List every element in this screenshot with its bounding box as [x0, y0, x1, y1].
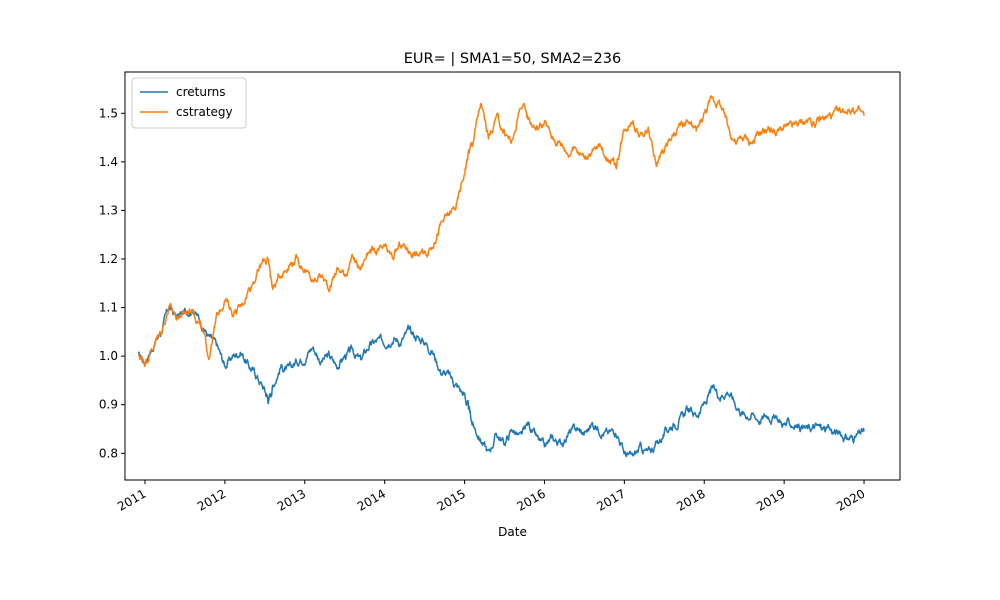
series-line-cstrategy: [137, 95, 865, 368]
y-tick-label: 1.0: [99, 349, 118, 363]
x-axis: 2011 2012 2013 2014 2015 2016 2017 2018 2019 2020: [115, 480, 868, 514]
legend-label-cstrategy: cstrategy: [176, 105, 233, 119]
plot-area-frame: [124, 71, 901, 481]
y-axis: 0.8 0.9 1.0 1.1 1.2 1.3 1.4 1.5: [99, 106, 125, 460]
chart-title: EUR= | SMA1=50, SMA2=236: [404, 51, 621, 67]
legend-box: [131, 77, 247, 129]
series-line-creturns: [137, 305, 865, 458]
y-tick-label: 1.2: [99, 252, 118, 266]
y-tick-label: 1.5: [99, 106, 118, 120]
x-axis-label: Date: [498, 525, 527, 539]
y-tick-label: 1.3: [99, 203, 118, 217]
y-tick-label: 1.1: [99, 301, 118, 315]
series-layer: [137, 95, 865, 458]
y-tick-label: 0.9: [99, 398, 118, 412]
legend-label-creturns: creturns: [176, 85, 226, 99]
legend: creturns cstrategy: [131, 77, 247, 129]
y-tick-label: 1.4: [99, 155, 118, 169]
y-tick-label: 0.8: [99, 446, 118, 460]
